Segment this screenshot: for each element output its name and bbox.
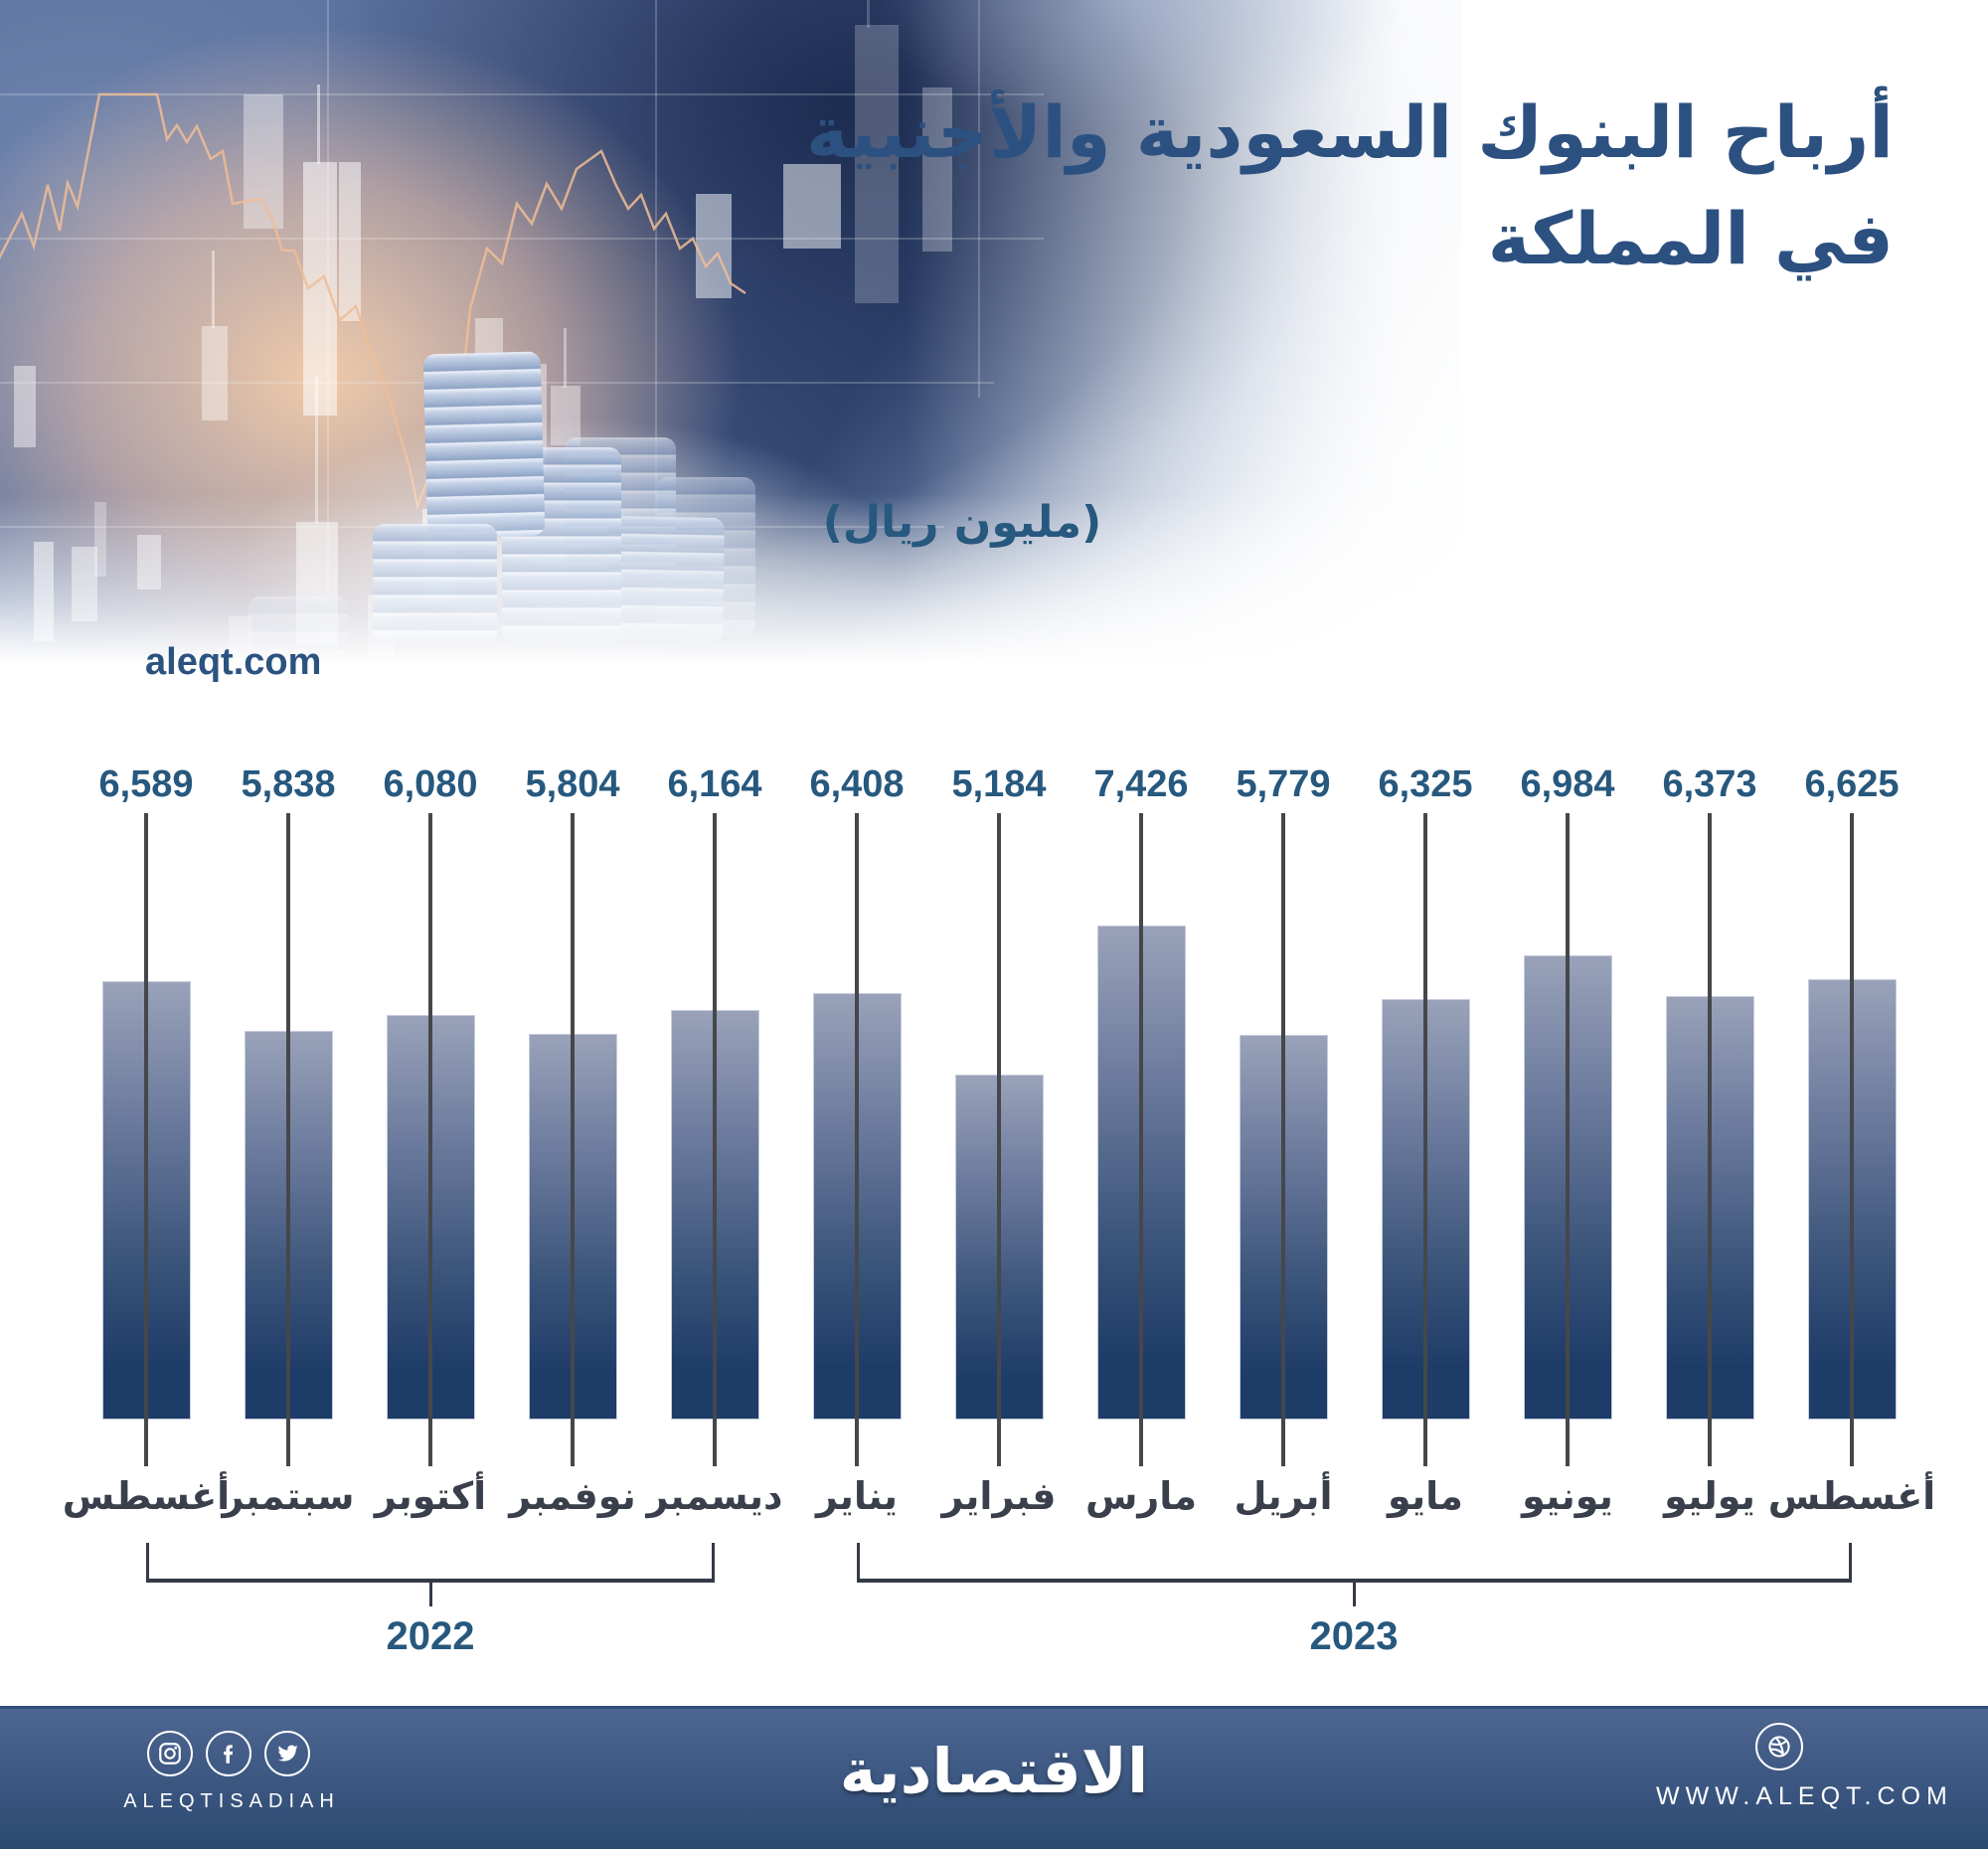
bar-value-label: 6,164	[667, 763, 762, 805]
bar-month-label: نوفمبر	[509, 1474, 636, 1518]
title-line-1: أرباح البنوك السعودية والأجنبية	[805, 90, 1894, 174]
dribbble-ball-icon[interactable]	[1755, 1723, 1803, 1770]
bar-group: 6,325 مايو	[1355, 763, 1497, 1539]
bar-group: 7,426 مارس	[1071, 763, 1213, 1539]
bar-value-label: 5,838	[241, 763, 336, 805]
watermark-url[interactable]: aleqt.com	[145, 641, 322, 683]
bar-month-label: مايو	[1388, 1474, 1463, 1518]
bar-group: 6,589 أغسطس	[63, 763, 230, 1539]
aleqtisadiah-logo: الاقتصادية	[839, 1735, 1149, 1807]
title-line-2: في المملكة	[1487, 196, 1894, 280]
bar-value-label: 6,080	[383, 763, 478, 805]
year-bracket-2023	[857, 1543, 1852, 1606]
facebook-icon[interactable]	[206, 1731, 251, 1776]
bar-month-label: أكتوبر	[374, 1474, 487, 1518]
bar-axis-line	[286, 813, 290, 1466]
bar-group: 6,625 أغسطس	[1768, 763, 1935, 1539]
footer-social-block: ALEQTISADIAH	[109, 1731, 348, 1813]
hero-top-wash	[875, 0, 1461, 189]
bar-group: 6,408 يناير	[786, 763, 928, 1539]
bar-axis-line	[428, 813, 432, 1466]
year-label-2023: 2023	[1309, 1614, 1399, 1658]
bar-value-label: 6,408	[809, 763, 905, 805]
bar-value-label: 6,984	[1520, 763, 1615, 805]
bar-value-label: 6,589	[98, 763, 194, 805]
bar-axis-line	[1139, 813, 1143, 1466]
hero-image	[0, 0, 1461, 686]
year-bracket-2022	[146, 1543, 715, 1606]
website-url[interactable]: WWW.ALEQT.COM	[1656, 1782, 1953, 1810]
bar-axis-line	[713, 813, 717, 1466]
bar-month-label: سبتمبر	[222, 1474, 355, 1518]
bar-month-label: أغسطس	[1767, 1474, 1936, 1518]
bar-group: 6,080 أكتوبر	[360, 763, 502, 1539]
bar-month-label: يناير	[816, 1474, 898, 1518]
bar-axis-line	[1708, 813, 1712, 1466]
footer-website-block: WWW.ALEQT.COM	[1650, 1723, 1953, 1811]
bracket-tick	[1353, 1583, 1356, 1606]
instagram-icon[interactable]	[147, 1731, 193, 1776]
bar-value-label: 6,325	[1378, 763, 1473, 805]
bar-group: 5,779 أبريل	[1213, 763, 1355, 1539]
bar-month-label: مارس	[1084, 1474, 1198, 1518]
bar-month-label: أغسطس	[62, 1474, 231, 1518]
bar-group: 5,184 فبراير	[928, 763, 1071, 1539]
bar-axis-line	[1566, 813, 1570, 1466]
bar-axis-line	[1281, 813, 1285, 1466]
year-label-2022: 2022	[386, 1614, 475, 1658]
bar-value-label: 6,373	[1662, 763, 1757, 805]
unit-label: (مليون ريال)	[822, 497, 1102, 548]
bar-axis-line	[997, 813, 1001, 1466]
bar-group: 5,838 سبتمبر	[218, 763, 360, 1539]
bar-group: 6,984 يونيو	[1497, 763, 1639, 1539]
social-icons	[109, 1731, 348, 1776]
bar-value-label: 7,426	[1093, 763, 1189, 805]
bar-month-label: يونيو	[1522, 1474, 1613, 1518]
bar-month-label: أبريل	[1234, 1474, 1333, 1518]
footer-bar: ALEQTISADIAH الاقتصادية WWW.ALEQT.COM	[0, 1706, 1988, 1849]
bar-value-label: 5,184	[951, 763, 1047, 805]
bar-month-label: ديسمبر	[646, 1474, 783, 1518]
bar-axis-line	[1423, 813, 1427, 1466]
bar-value-label: 6,625	[1804, 763, 1900, 805]
twitter-icon[interactable]	[264, 1731, 310, 1776]
bar-axis-line	[1850, 813, 1854, 1466]
bar-group: 6,164 ديسمبر	[644, 763, 786, 1539]
page-title: أرباح البنوك السعودية والأجنبية في الممل…	[701, 80, 1894, 291]
bar-value-label: 5,804	[525, 763, 620, 805]
bar-month-label: يوليو	[1664, 1474, 1755, 1518]
bar-axis-line	[144, 813, 148, 1466]
bar-value-label: 5,779	[1236, 763, 1331, 805]
bar-group: 5,804 نوفمبر	[502, 763, 644, 1539]
bar-axis-line	[855, 813, 859, 1466]
bar-group: 6,373 يوليو	[1639, 763, 1781, 1539]
bar-axis-line	[571, 813, 575, 1466]
bar-month-label: فبراير	[941, 1474, 1057, 1518]
bracket-tick	[428, 1583, 432, 1606]
social-handle: ALEQTISADIAH	[123, 1790, 340, 1812]
